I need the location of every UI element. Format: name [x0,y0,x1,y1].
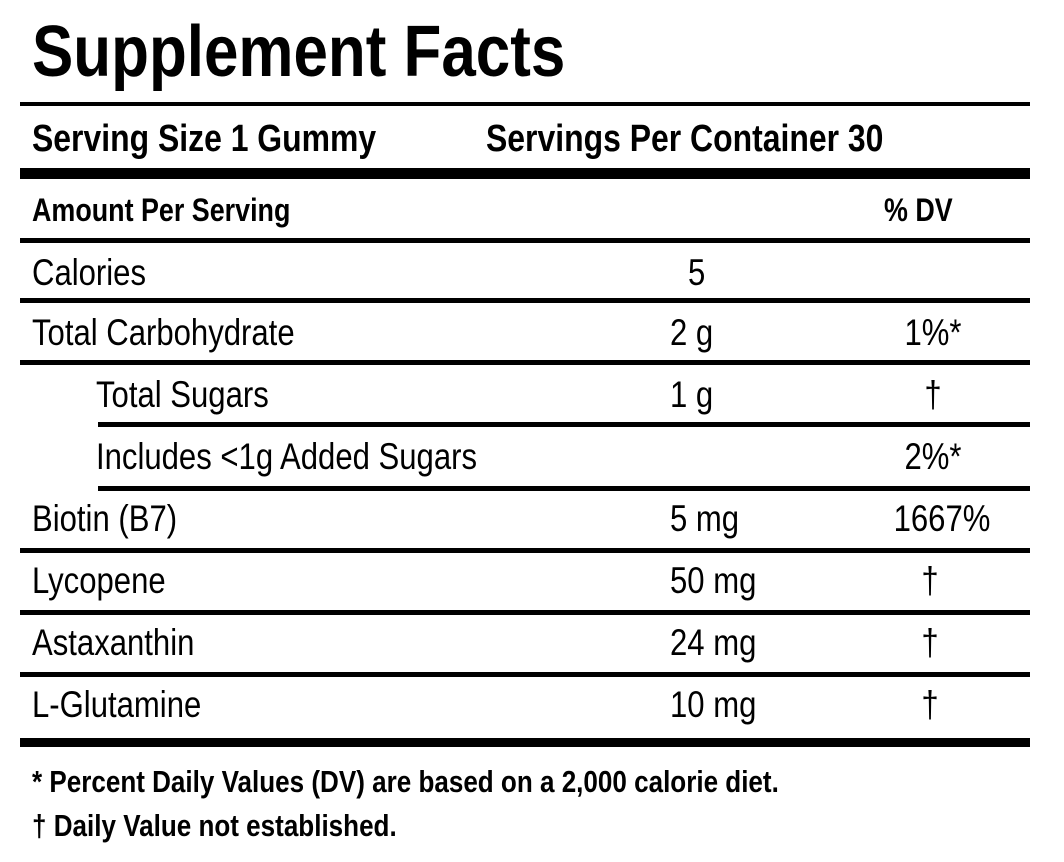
divider [20,168,1030,179]
row-name: Total Carbohydrate [32,312,295,353]
divider [20,548,1030,553]
divider [20,238,1030,243]
row-amount: 24 mg [670,622,757,663]
row-dv: † [921,684,939,725]
divider [20,738,1030,747]
divider [20,102,1030,106]
page-title: Supplement Facts [32,12,566,92]
row-amount: 50 mg [670,560,757,601]
footnote-dv: * Percent Daily Values (DV) are based on… [32,764,779,799]
divider [20,610,1030,615]
row-dv: 1%* [904,312,962,353]
servings-per-container: Servings Per Container 30 [486,118,884,160]
serving-size: Serving Size 1 Gummy [32,118,377,160]
divider [20,672,1030,677]
row-amount: 2 g [670,312,714,353]
row-dv: † [921,622,939,663]
row-dv: † [921,560,939,601]
amount-header: Amount Per Serving [32,192,291,228]
row-dv: † [924,374,942,415]
row-dv: 2%* [904,436,962,477]
row-amount: 10 mg [670,684,757,725]
row-name: Astaxanthin [32,622,195,663]
row-amount: 5 [688,252,706,293]
row-amount: 1 g [670,374,714,415]
row-name: Biotin (B7) [32,498,178,539]
row-name: Total Sugars [96,374,269,415]
row-dv: 1667% [893,498,991,539]
divider [20,360,1030,365]
row-name: Lycopene [32,560,166,601]
row-amount: 5 mg [670,498,740,539]
row-name: Includes <1g Added Sugars [96,436,478,477]
divider [20,298,1030,303]
row-name: L-Glutamine [32,684,202,725]
dv-header: % DV [884,192,953,228]
row-name: Calories [32,252,147,293]
divider [98,422,1030,427]
footnote-dagger: † Daily Value not established. [32,808,397,843]
divider [98,486,1030,491]
